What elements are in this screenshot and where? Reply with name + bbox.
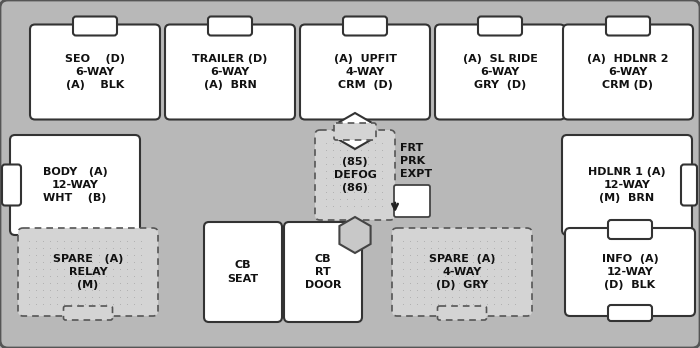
- FancyBboxPatch shape: [300, 24, 430, 119]
- Text: CRM  (D): CRM (D): [337, 80, 393, 90]
- Text: 4-WAY: 4-WAY: [345, 67, 384, 77]
- Text: 6-WAY: 6-WAY: [480, 67, 519, 77]
- Text: (86): (86): [342, 183, 368, 193]
- FancyBboxPatch shape: [208, 16, 252, 35]
- Text: 12-WAY: 12-WAY: [52, 180, 99, 190]
- FancyBboxPatch shape: [284, 222, 362, 322]
- Text: 6-WAY: 6-WAY: [76, 67, 115, 77]
- Text: 6-WAY: 6-WAY: [211, 67, 250, 77]
- FancyBboxPatch shape: [606, 16, 650, 35]
- FancyBboxPatch shape: [18, 228, 158, 316]
- Text: 4-WAY: 4-WAY: [442, 267, 482, 277]
- FancyBboxPatch shape: [343, 16, 387, 35]
- Text: CB: CB: [315, 254, 331, 264]
- FancyBboxPatch shape: [394, 185, 430, 217]
- FancyBboxPatch shape: [334, 123, 376, 140]
- Text: (A)  BRN: (A) BRN: [204, 80, 256, 90]
- Text: DEFOG: DEFOG: [334, 170, 377, 180]
- FancyBboxPatch shape: [608, 220, 652, 239]
- Text: (M)  BRN: (M) BRN: [599, 193, 654, 203]
- Text: PRK: PRK: [400, 156, 425, 166]
- FancyBboxPatch shape: [563, 24, 693, 119]
- Text: 12-WAY: 12-WAY: [607, 267, 653, 277]
- Polygon shape: [340, 217, 370, 253]
- Text: FRT: FRT: [400, 143, 424, 153]
- Text: BODY   (A): BODY (A): [43, 167, 107, 177]
- Text: (A)  HDLNR 2: (A) HDLNR 2: [587, 54, 668, 64]
- Text: SPARE   (A): SPARE (A): [52, 254, 123, 264]
- Text: RT: RT: [315, 267, 331, 277]
- Polygon shape: [340, 113, 370, 149]
- Text: WHT    (B): WHT (B): [43, 193, 106, 203]
- Text: RELAY: RELAY: [69, 267, 107, 277]
- Text: EXPT: EXPT: [400, 169, 432, 179]
- Text: DOOR: DOOR: [304, 280, 342, 290]
- Text: SEAT: SEAT: [228, 274, 258, 284]
- FancyBboxPatch shape: [10, 135, 140, 235]
- FancyBboxPatch shape: [30, 24, 160, 119]
- FancyBboxPatch shape: [392, 228, 532, 316]
- Text: INFO  (A): INFO (A): [601, 254, 659, 264]
- FancyBboxPatch shape: [478, 16, 522, 35]
- FancyBboxPatch shape: [565, 228, 695, 316]
- Text: (A)  UPFIT: (A) UPFIT: [333, 54, 396, 64]
- Text: (A)  SL RIDE: (A) SL RIDE: [463, 54, 538, 64]
- Text: (A)    BLK: (A) BLK: [66, 80, 124, 90]
- Text: 12-WAY: 12-WAY: [603, 180, 650, 190]
- Text: (D)  BLK: (D) BLK: [604, 280, 656, 290]
- Text: (M): (M): [78, 280, 99, 290]
- Text: (85): (85): [342, 157, 368, 167]
- FancyBboxPatch shape: [204, 222, 282, 322]
- FancyBboxPatch shape: [73, 16, 117, 35]
- FancyBboxPatch shape: [2, 165, 21, 206]
- Text: SPARE  (A): SPARE (A): [428, 254, 496, 264]
- Text: (D)  GRY: (D) GRY: [436, 280, 488, 290]
- Text: SEO    (D): SEO (D): [65, 54, 125, 64]
- FancyBboxPatch shape: [165, 24, 295, 119]
- FancyBboxPatch shape: [435, 24, 565, 119]
- FancyBboxPatch shape: [681, 165, 697, 206]
- Text: CB: CB: [234, 261, 251, 270]
- FancyBboxPatch shape: [608, 305, 652, 321]
- Text: TRAILER (D): TRAILER (D): [193, 54, 267, 64]
- Text: CRM (D): CRM (D): [603, 80, 654, 90]
- FancyBboxPatch shape: [562, 135, 692, 235]
- FancyBboxPatch shape: [315, 130, 395, 220]
- Text: GRY  (D): GRY (D): [474, 80, 526, 90]
- Text: 6-WAY: 6-WAY: [608, 67, 648, 77]
- FancyBboxPatch shape: [438, 306, 486, 320]
- FancyBboxPatch shape: [64, 306, 113, 320]
- Text: HDLNR 1 (A): HDLNR 1 (A): [588, 167, 666, 177]
